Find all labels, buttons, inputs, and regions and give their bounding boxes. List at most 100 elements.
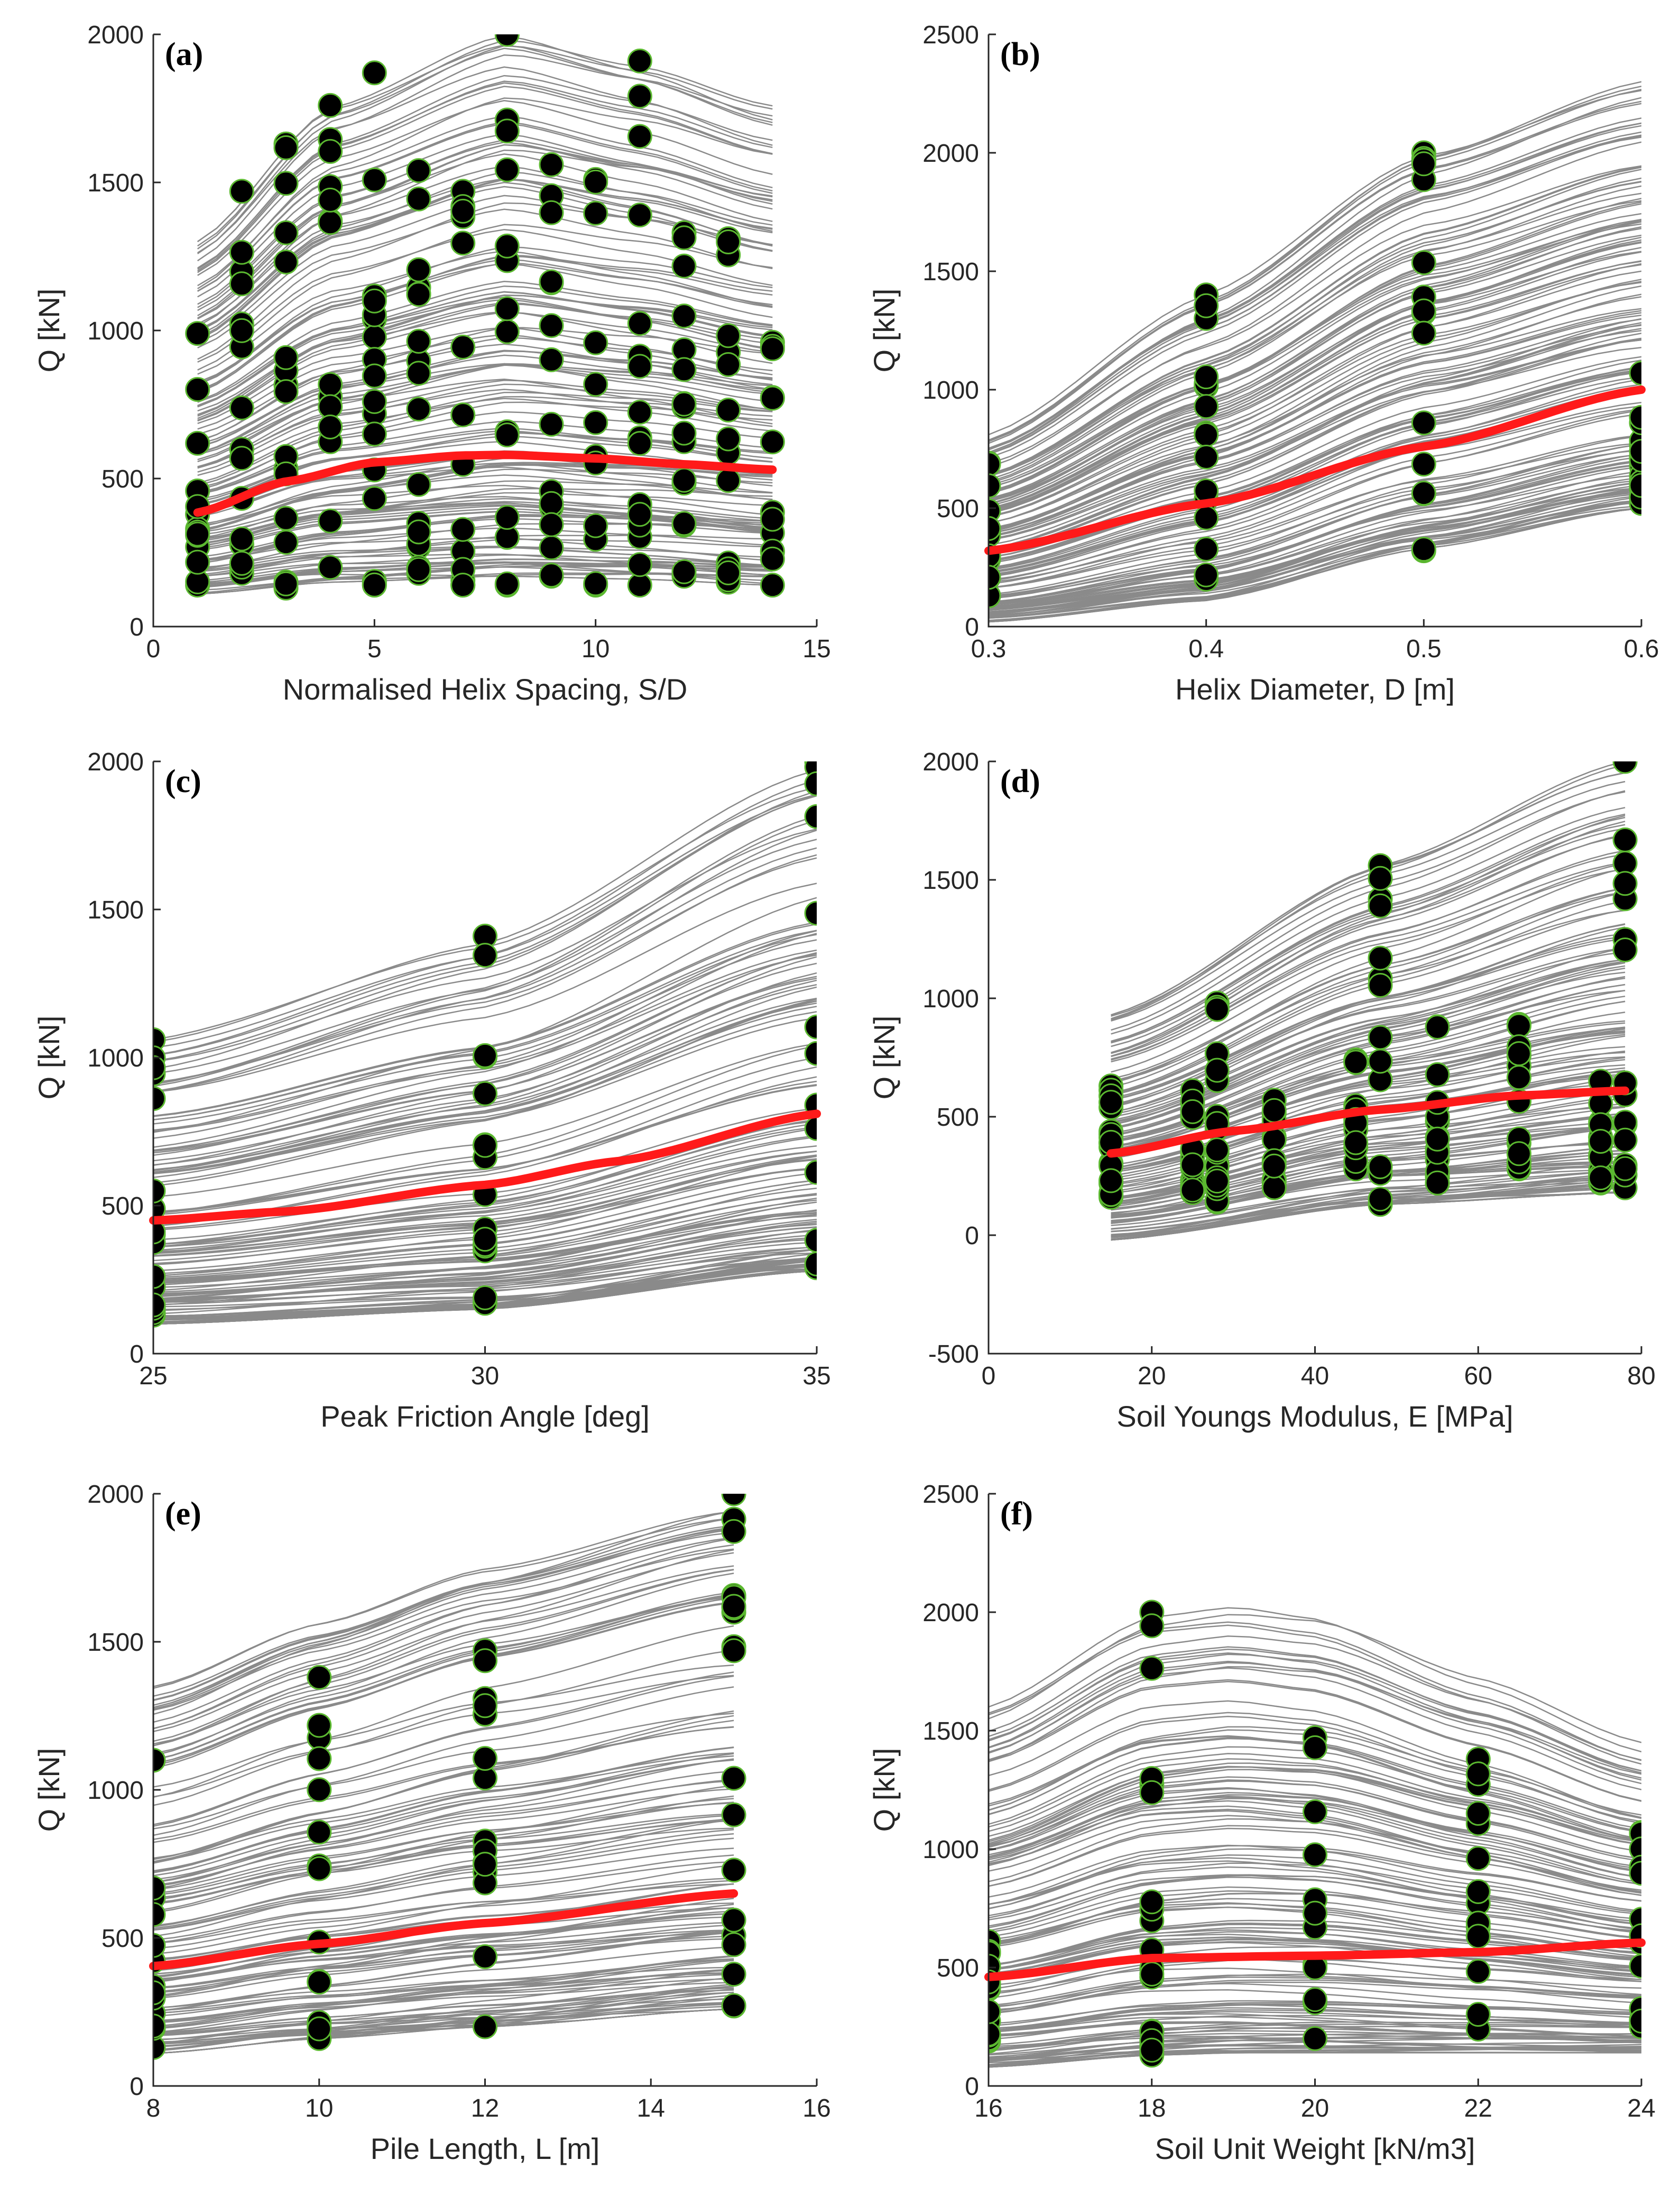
- response-curve: [989, 401, 1641, 574]
- response-curve: [153, 1759, 734, 1872]
- response-curve: [153, 1818, 734, 1937]
- y-tick-label: 0: [130, 2073, 144, 2101]
- x-tick-label: 5: [367, 635, 382, 663]
- x-tick-label: 30: [471, 1362, 499, 1390]
- data-point: [362, 363, 387, 389]
- data-point: [1194, 537, 1219, 562]
- data-point: [716, 468, 741, 493]
- response-curve: [1111, 1170, 1626, 1230]
- data-point: [229, 526, 254, 551]
- response-curve: [153, 1758, 734, 1890]
- data-point: [1629, 439, 1641, 464]
- response-curve: [1111, 853, 1626, 1058]
- data-points: [153, 1494, 746, 2060]
- data-point: [307, 1777, 332, 1803]
- response-curve: [1111, 791, 1626, 1022]
- response-curve: [153, 1746, 734, 1872]
- response-curve: [153, 1625, 734, 1798]
- response-curve: [989, 481, 1641, 614]
- response-curve: [989, 494, 1641, 617]
- response-curve: [153, 1649, 734, 1806]
- response-curve: [1111, 1156, 1626, 1222]
- data-point: [273, 505, 299, 531]
- response-curve: [1111, 887, 1626, 1088]
- data-points: [1099, 761, 1638, 1217]
- data-point: [989, 516, 1001, 541]
- response-curve: [153, 1877, 734, 1950]
- response-curve: [153, 1686, 734, 1836]
- data-point: [450, 198, 476, 224]
- mean-trend-line: [1106, 1086, 1630, 1158]
- data-point: [406, 328, 431, 354]
- response-curve: [989, 339, 1641, 540]
- response-curve: [153, 1510, 734, 1689]
- data-point: [1194, 293, 1219, 318]
- response-curve: [1111, 790, 1626, 1031]
- data-point: [716, 352, 741, 377]
- data-point: [450, 573, 476, 598]
- data-point: [721, 1494, 746, 1506]
- data-point: [406, 158, 431, 183]
- response-curve: [153, 1713, 734, 1830]
- response-curve: [153, 1813, 734, 1896]
- y-tick-label: 1000: [87, 317, 144, 345]
- response-curve: [989, 499, 1641, 623]
- data-point: [229, 179, 254, 204]
- response-curve: [989, 484, 1641, 617]
- mean-trend-line: [984, 1938, 1646, 1981]
- data-point: [1194, 505, 1219, 530]
- data-point: [273, 345, 299, 370]
- response-curve: [989, 409, 1641, 589]
- response-curve: [153, 1529, 734, 1708]
- data-point: [671, 467, 697, 493]
- response-curve: [153, 1913, 734, 1980]
- data-point: [721, 1993, 746, 2018]
- data-point: [1368, 893, 1393, 918]
- data-point: [406, 361, 431, 386]
- x-tick-label: 14: [637, 2094, 665, 2122]
- response-curve: [153, 1664, 734, 1788]
- y-tick-label: 2000: [87, 748, 144, 776]
- response-curve: [989, 1635, 1641, 1761]
- response-curve: [197, 54, 773, 262]
- y-tick-label: 500: [937, 1954, 979, 1982]
- data-point: [539, 313, 564, 338]
- x-tick-label: 24: [1627, 2094, 1655, 2122]
- data-point: [627, 84, 652, 109]
- response-curve: [153, 997, 817, 1166]
- panel-label: (a): [165, 36, 203, 72]
- response-curve: [989, 239, 1641, 511]
- response-curve: [989, 310, 1641, 531]
- response-curve: [989, 167, 1641, 476]
- panel-label: (c): [165, 764, 201, 799]
- y-tick-label: 0: [130, 1340, 144, 1368]
- data-point: [1194, 364, 1219, 390]
- response-curve: [153, 1759, 734, 1877]
- response-curve: [153, 1854, 734, 1944]
- response-curve: [153, 1989, 734, 2034]
- response-curve: [989, 97, 1641, 454]
- response-curve: [153, 1755, 734, 1863]
- data-point: [627, 552, 652, 577]
- response-curve: [197, 263, 773, 383]
- data-point: [721, 1932, 746, 1957]
- response-curve: [153, 1946, 734, 2009]
- data-point: [721, 1907, 746, 1933]
- data-point: [318, 210, 343, 235]
- data-point: [671, 420, 697, 446]
- data-point: [153, 1086, 166, 1111]
- y-tick-label: 1500: [922, 1717, 979, 1745]
- data-point: [539, 411, 564, 437]
- data-point: [406, 472, 431, 497]
- data-point: [1204, 997, 1230, 1022]
- data-point: [494, 34, 520, 47]
- y-tick-label: 2500: [922, 21, 979, 49]
- response-curve: [153, 1960, 734, 2034]
- response-curve: [153, 1568, 734, 1742]
- response-curve: [153, 1596, 734, 1745]
- data-point: [1629, 1953, 1641, 1979]
- data-point: [153, 1980, 166, 2006]
- response-curve: [989, 218, 1641, 495]
- data-point: [627, 502, 652, 527]
